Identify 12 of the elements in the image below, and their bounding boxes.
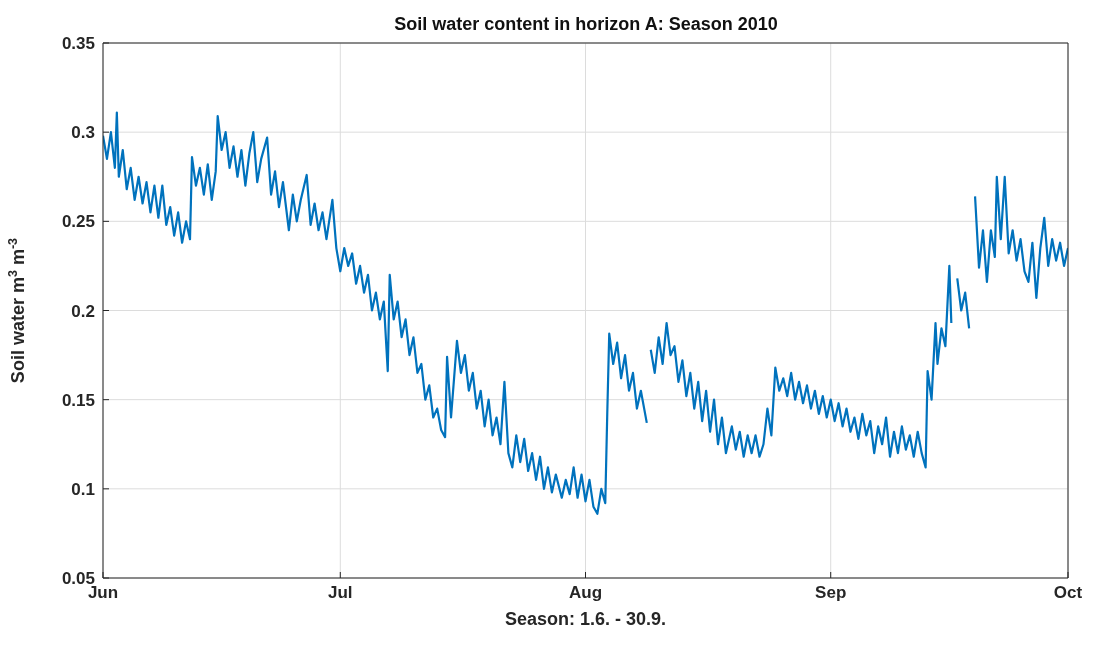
y-tick-label: 0.2	[71, 301, 95, 321]
x-tick-label: Aug	[568, 583, 603, 603]
x-tick-label: Oct	[1053, 583, 1083, 603]
y-tick-label: 0.35	[61, 34, 95, 54]
x-axis-title: Season: 1.6. - 30.9.	[504, 609, 667, 629]
chart-title: Soil water content in horizon A: Season 2010	[393, 14, 779, 35]
y-tick-label: 0.25	[61, 212, 95, 232]
y-tick-label: 0.1	[71, 479, 95, 499]
x-tick-label: Sep	[815, 583, 847, 603]
y-tick-label: 0.15	[61, 390, 95, 410]
y-tick-label: 0.3	[71, 123, 95, 143]
x-tick-label: Jul	[328, 583, 353, 603]
